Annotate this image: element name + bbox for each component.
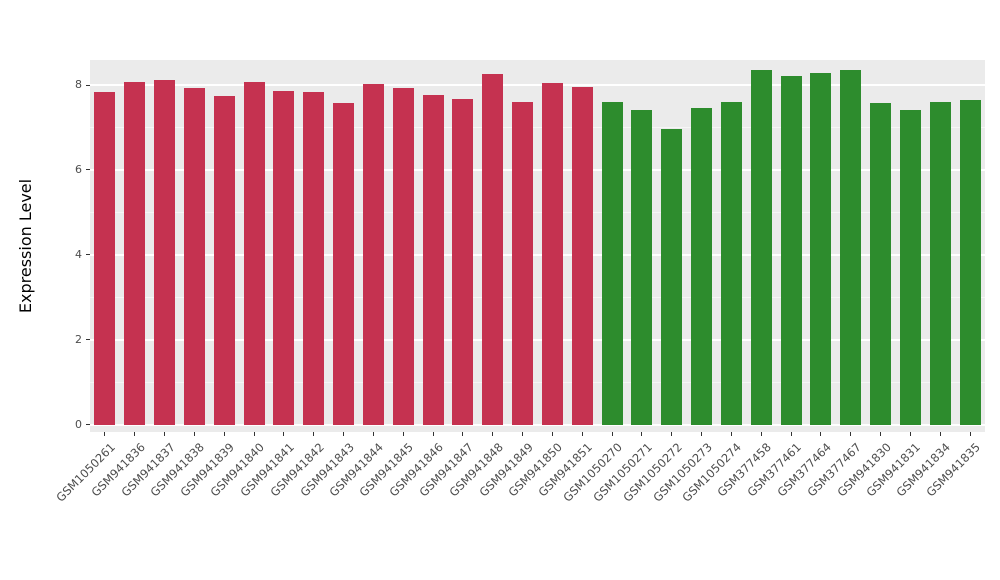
x-axis-tick	[372, 432, 374, 436]
bar	[930, 101, 951, 425]
bar	[781, 76, 802, 425]
gridline-minor	[90, 127, 985, 129]
x-axis-tick	[701, 432, 703, 436]
y-axis-title: Expression Level	[16, 178, 35, 314]
bar	[452, 99, 473, 425]
y-axis-tick	[86, 84, 90, 86]
x-axis-tick	[283, 432, 285, 436]
gridline-major	[90, 424, 985, 426]
bar	[870, 103, 891, 425]
bar	[333, 103, 354, 425]
x-axis-tick	[492, 432, 494, 436]
x-axis-tick	[343, 432, 345, 436]
x-axis-tick	[850, 432, 852, 436]
x-axis-tick	[760, 432, 762, 436]
bar	[810, 72, 831, 425]
x-axis-tick	[969, 432, 971, 436]
bar	[482, 74, 503, 425]
gridline-minor	[90, 211, 985, 213]
bar	[661, 129, 682, 425]
y-axis-tick	[86, 254, 90, 256]
x-axis-tick	[432, 432, 434, 436]
y-tick-label: 2	[75, 332, 82, 346]
x-axis-tick	[402, 432, 404, 436]
bar	[900, 110, 921, 425]
bar	[363, 84, 384, 425]
x-axis-tick	[641, 432, 643, 436]
x-axis-tick	[551, 432, 553, 436]
bar	[184, 88, 205, 425]
y-tick-label: 8	[75, 78, 82, 92]
x-axis-tick	[223, 432, 225, 436]
bar	[244, 81, 265, 425]
plot-panel	[90, 60, 985, 432]
x-axis-tick	[909, 432, 911, 436]
bar	[631, 110, 652, 425]
bar	[691, 107, 712, 425]
y-tick-label: 6	[75, 162, 82, 176]
gridline-major	[90, 254, 985, 256]
bar	[273, 91, 294, 425]
gridline-major	[90, 339, 985, 341]
bar	[303, 91, 324, 425]
bar	[572, 87, 593, 425]
y-axis-tick	[86, 339, 90, 341]
x-axis-tick	[581, 432, 583, 436]
gridline-minor	[90, 381, 985, 383]
x-axis-tick	[939, 432, 941, 436]
gridline-major	[90, 169, 985, 171]
bar	[124, 82, 145, 425]
x-axis-tick	[671, 432, 673, 436]
x-axis-tick	[134, 432, 136, 436]
x-axis-tick	[313, 432, 315, 436]
x-axis-tick	[880, 432, 882, 436]
bar	[840, 70, 861, 425]
x-axis-tick	[730, 432, 732, 436]
x-axis-tick	[193, 432, 195, 436]
x-axis-tick	[462, 432, 464, 436]
bar	[512, 101, 533, 425]
bar	[393, 88, 414, 425]
y-tick-label: 0	[75, 417, 82, 431]
gridline-minor	[90, 296, 985, 298]
bar	[751, 70, 772, 425]
x-axis-tick	[253, 432, 255, 436]
x-axis-tick	[611, 432, 613, 436]
bar	[423, 94, 444, 425]
bar	[154, 79, 175, 425]
bar	[602, 102, 623, 425]
bar	[960, 100, 981, 425]
x-axis-tick	[104, 432, 106, 436]
bar	[721, 102, 742, 425]
bar	[94, 91, 115, 425]
x-axis-tick	[522, 432, 524, 436]
bar	[542, 82, 563, 425]
x-axis-tick	[164, 432, 166, 436]
x-axis-tick	[790, 432, 792, 436]
y-tick-label: 4	[75, 247, 82, 261]
y-axis-tick	[86, 169, 90, 171]
x-axis-tick	[820, 432, 822, 436]
gridline-major	[90, 84, 985, 86]
y-axis-tick	[86, 424, 90, 426]
bar	[214, 96, 235, 425]
